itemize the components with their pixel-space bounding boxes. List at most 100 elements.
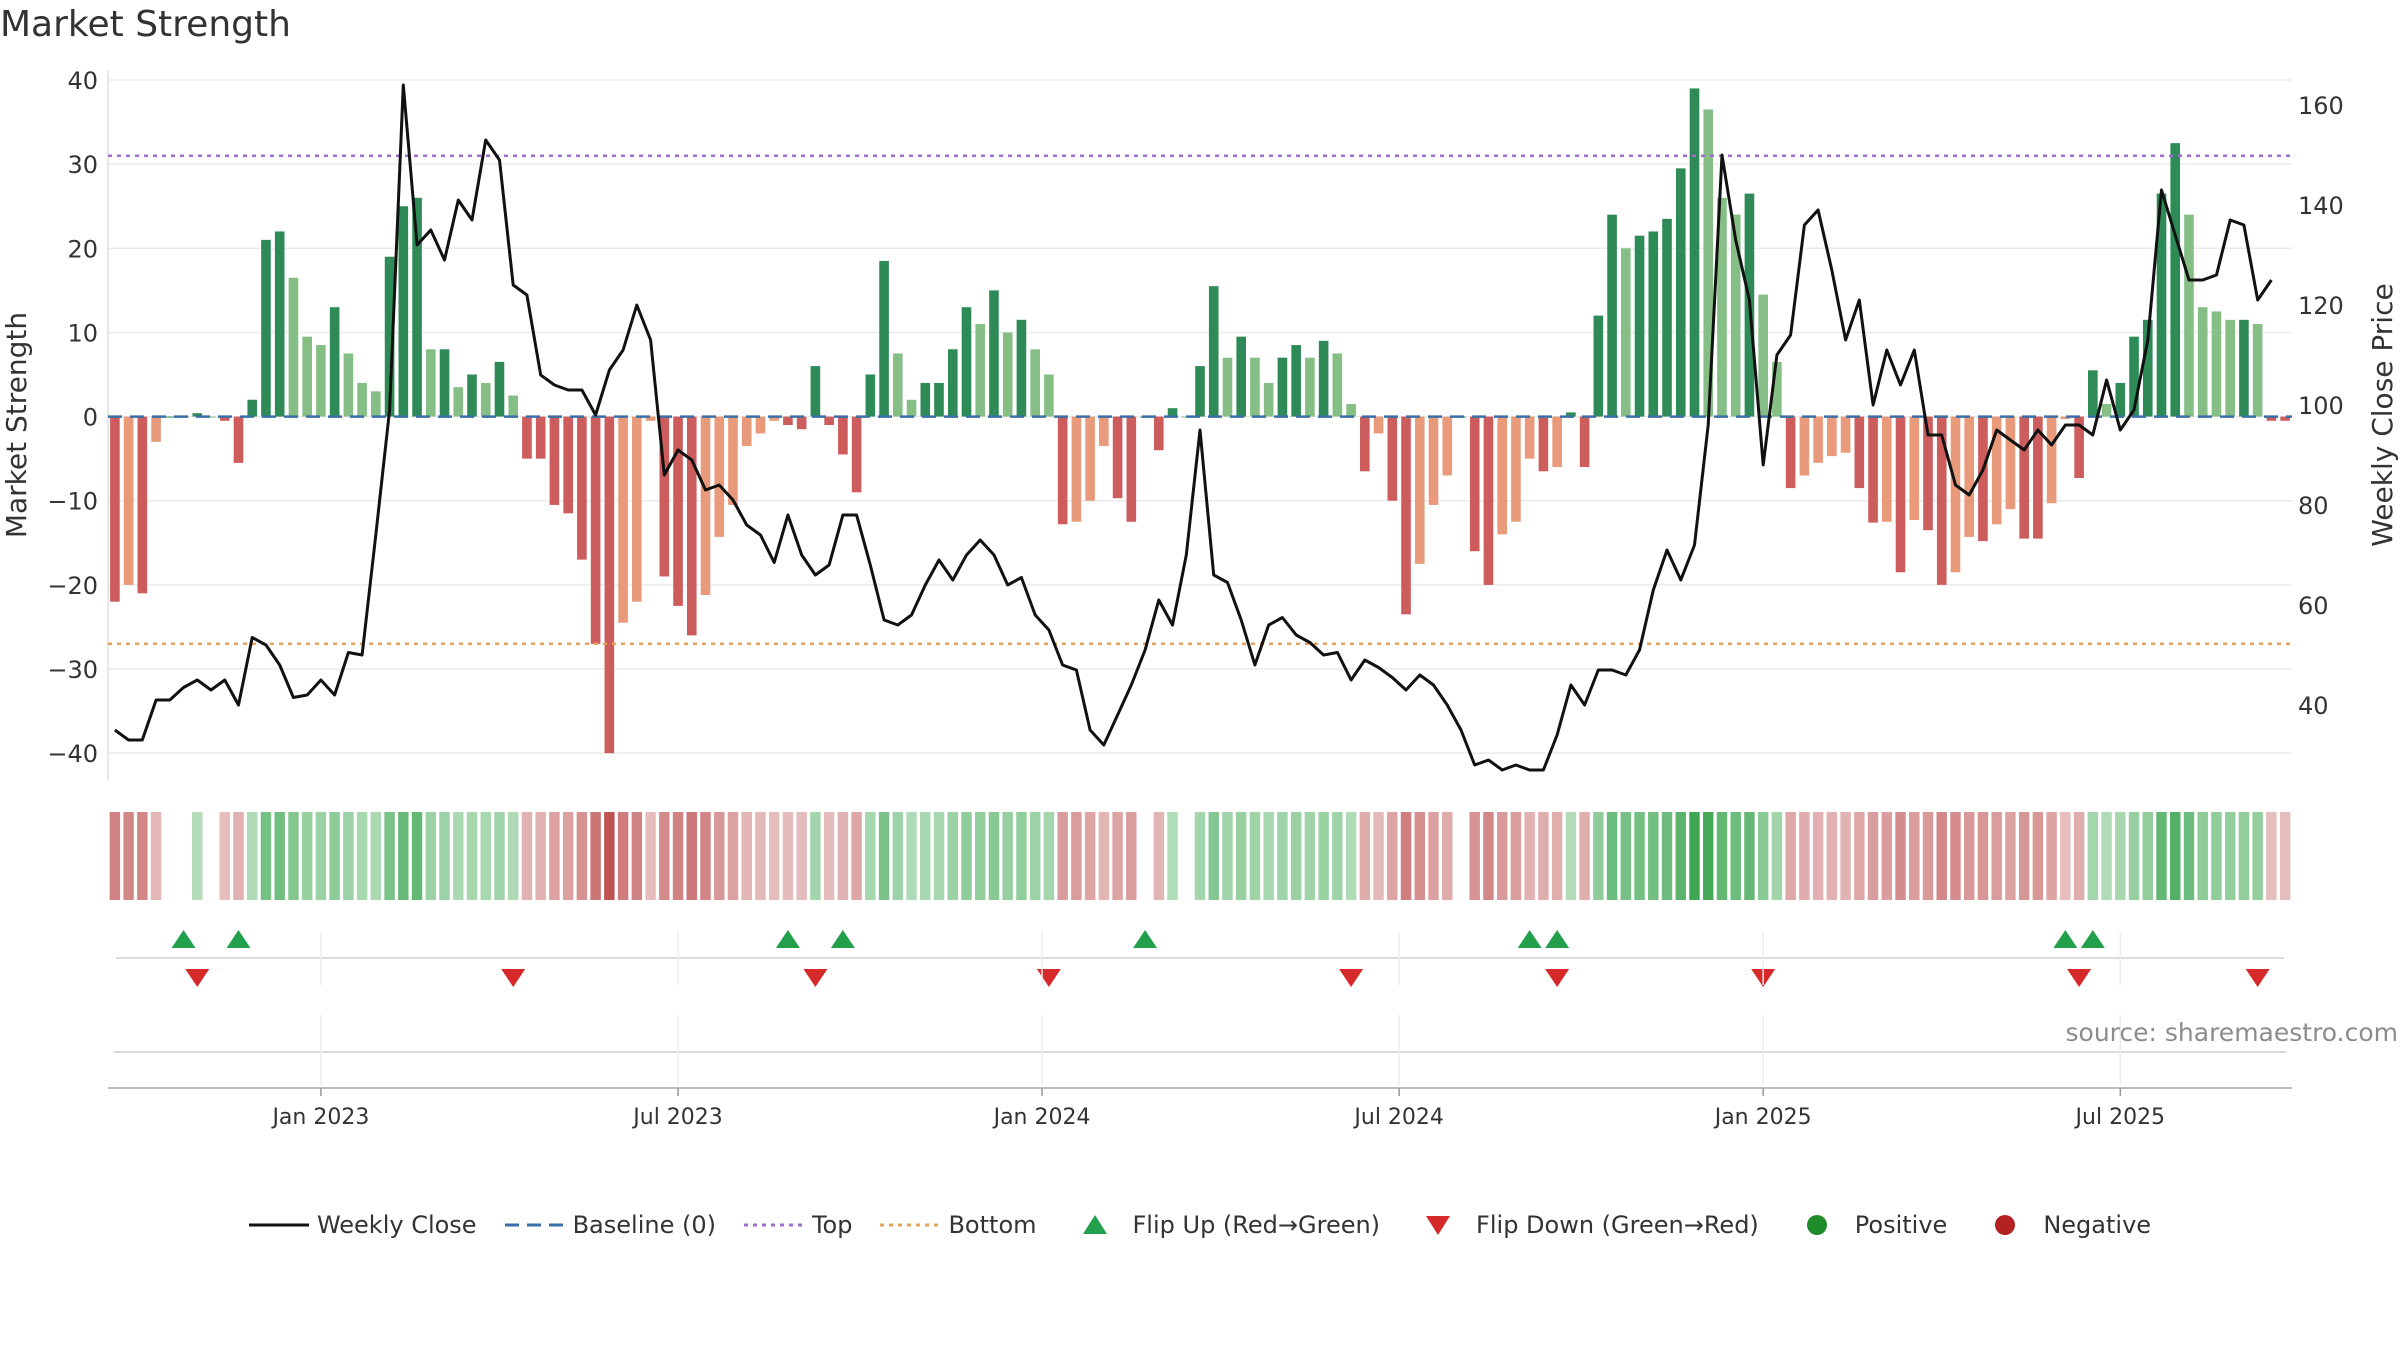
strength-bar xyxy=(1195,366,1205,417)
baseline-swatch xyxy=(504,1223,565,1227)
heat-cell xyxy=(823,812,835,900)
strength-bar xyxy=(632,416,642,602)
strength-bar xyxy=(865,374,876,417)
heat-cell xyxy=(1442,812,1453,900)
left-tick-label: 40 xyxy=(67,67,98,95)
heat-cell xyxy=(768,812,780,900)
strength-bar xyxy=(893,353,903,417)
strength-bar xyxy=(165,416,175,418)
heat-cell xyxy=(1167,812,1178,900)
strength-bar xyxy=(714,416,725,537)
strength-bar xyxy=(1428,416,1439,505)
strength-bar xyxy=(1923,416,1933,531)
heat-cell xyxy=(659,812,670,900)
strength-bar xyxy=(508,395,519,417)
strength-bar xyxy=(1854,416,1865,489)
heat-cell xyxy=(1016,812,1027,900)
strength-bar xyxy=(1662,218,1672,417)
heat-cell xyxy=(453,812,464,900)
heat-cell xyxy=(1551,812,1563,900)
heat-cell xyxy=(356,812,368,900)
heat-cell xyxy=(1249,812,1261,900)
flip-up-marker xyxy=(1133,930,1158,948)
strength-bar xyxy=(1153,416,1164,451)
strength-bar xyxy=(110,416,120,602)
strength-bar xyxy=(480,382,491,417)
strength-bar xyxy=(2280,416,2290,421)
strength-bar xyxy=(1868,416,1878,523)
strength-bar xyxy=(233,416,244,463)
heat-cell xyxy=(411,812,423,900)
strength-bar xyxy=(302,336,312,417)
heat-cell xyxy=(590,812,601,900)
flip-down-marker xyxy=(501,969,526,987)
heat-cell xyxy=(2170,812,2181,900)
strength-bar xyxy=(1126,416,1137,522)
heat-cell xyxy=(645,812,656,900)
strength-bar xyxy=(563,416,573,514)
heat-cell xyxy=(1785,812,1796,900)
heat-cell xyxy=(1565,812,1577,900)
legend-top: Top xyxy=(743,1210,852,1240)
left-tick-label: 10 xyxy=(67,319,98,347)
heat-cell xyxy=(1950,812,1961,900)
strength-bar xyxy=(2046,416,2057,504)
strength-bar xyxy=(412,197,422,417)
heat-cell xyxy=(714,812,725,900)
heat-cell xyxy=(343,812,354,900)
heat-cell xyxy=(1126,812,1137,900)
strength-bar xyxy=(1703,109,1714,417)
flip-markers xyxy=(116,930,2284,987)
heat-cell xyxy=(1387,812,1398,900)
right-tick-label: 100 xyxy=(2298,392,2344,420)
heat-cell xyxy=(906,812,917,900)
flip-down-marker xyxy=(803,969,828,987)
negative-dot-icon xyxy=(1995,1215,2016,1235)
strength-bar xyxy=(1360,416,1370,472)
strength-bar xyxy=(618,416,628,623)
heat-cell xyxy=(2101,812,2112,900)
strength-bar xyxy=(535,416,546,459)
legend-flip-up: Flip Up (Red→Green) xyxy=(1065,1210,1380,1240)
strength-bar xyxy=(1208,286,1219,417)
strength-bar xyxy=(219,416,230,421)
heat-cell xyxy=(2252,812,2263,900)
strength-bar xyxy=(316,345,326,417)
strength-bar xyxy=(769,416,779,421)
strength-bar xyxy=(961,307,972,417)
strength-bar xyxy=(838,416,848,455)
top-swatch xyxy=(743,1223,804,1227)
strength-bar xyxy=(1469,416,1480,552)
right-tick-label: 60 xyxy=(2298,592,2329,620)
heat-cell xyxy=(1538,812,1549,900)
heat-cell xyxy=(1593,812,1604,900)
flip-up-marker xyxy=(775,930,800,948)
heat-cell xyxy=(1071,812,1082,900)
heat-cell xyxy=(1290,812,1302,900)
heat-cell xyxy=(1936,812,1947,900)
heat-cell xyxy=(2073,812,2085,900)
heat-cell xyxy=(851,812,862,900)
flip-down-marker xyxy=(2245,969,2270,987)
heat-cell xyxy=(1208,812,1219,900)
heat-cell xyxy=(2005,812,2016,900)
heat-cell xyxy=(1483,812,1494,900)
strength-bar xyxy=(1950,416,1961,573)
heat-cell xyxy=(535,812,546,900)
strength-bar xyxy=(1099,416,1109,447)
legend-label: Negative xyxy=(2043,1211,2152,1239)
flip-up-marker xyxy=(171,930,196,948)
strength-bar xyxy=(1936,416,1947,585)
heat-cell xyxy=(1991,812,2002,900)
positive-dot-icon xyxy=(1806,1215,1827,1235)
strength-bar xyxy=(2239,319,2249,417)
heat-cell xyxy=(1895,812,1906,900)
strength-bar xyxy=(2184,214,2194,417)
strength-bar xyxy=(577,416,587,560)
heat-cell xyxy=(1977,812,1989,900)
heat-cell xyxy=(2266,812,2277,900)
heat-cell xyxy=(1112,812,1123,900)
flip-down-marker xyxy=(2067,969,2092,987)
heat-cell xyxy=(2060,812,2071,900)
strength-bar xyxy=(728,416,738,505)
